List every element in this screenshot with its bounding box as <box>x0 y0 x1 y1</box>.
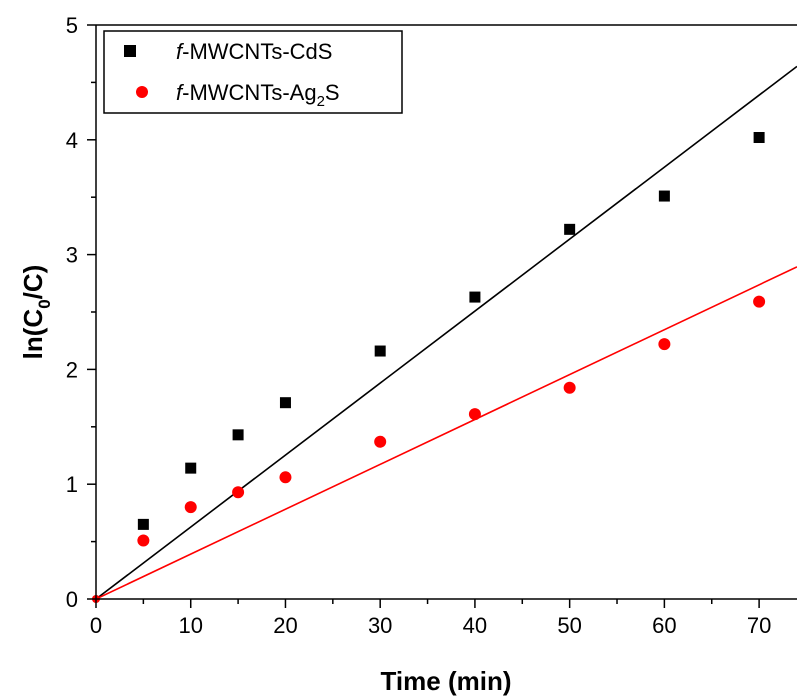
x-tick-label: 30 <box>368 613 392 638</box>
data-point-series-1 <box>468 408 481 421</box>
legend-box <box>103 30 403 114</box>
y-tick-label: 3 <box>66 243 78 268</box>
data-point-series-0 <box>232 429 244 441</box>
x-tick-label: 50 <box>557 613 581 638</box>
fit-line-series-1 <box>96 266 797 599</box>
data-point-series-1 <box>374 435 387 448</box>
data-point-series-1 <box>563 381 576 394</box>
data-point-series-1 <box>232 486 245 499</box>
data-point-series-0 <box>137 518 149 530</box>
data-point-series-1 <box>658 338 671 351</box>
data-point-series-1 <box>137 534 150 547</box>
data-point-series-1 <box>279 471 292 484</box>
x-tick-label: 0 <box>90 613 102 638</box>
data-point-series-0 <box>185 462 197 474</box>
y-tick-label: 0 <box>66 587 78 612</box>
x-axis-title: Time (min) <box>381 666 512 696</box>
data-point-series-1 <box>753 295 766 308</box>
fit-line-series-0 <box>96 65 797 599</box>
x-tick-label: 40 <box>463 613 487 638</box>
legend-marker-cds <box>124 45 136 57</box>
y-tick-label: 1 <box>66 472 78 497</box>
data-point-series-0 <box>564 223 576 235</box>
data-point-series-0 <box>658 190 670 202</box>
legend: f-MWCNTs-CdS f-MWCNTs-Ag2S <box>103 30 403 114</box>
y-tick-label: 2 <box>66 357 78 382</box>
legend-label-ag2s: f-MWCNTs-Ag2S <box>176 80 340 110</box>
data-point-series-0 <box>753 132 765 144</box>
y-tick-label: 5 <box>66 13 78 38</box>
data-point-series-0 <box>374 345 386 357</box>
x-tick-label: 20 <box>273 613 297 638</box>
plot-area <box>92 65 797 603</box>
legend-label-cds: f-MWCNTs-CdS <box>176 39 332 64</box>
legend-marker-ag2s <box>136 86 148 98</box>
data-point-series-0 <box>469 291 481 303</box>
y-tick-label: 4 <box>66 128 78 153</box>
x-tick-label: 10 <box>178 613 202 638</box>
x-tick-label: 60 <box>652 613 676 638</box>
y-axis-title: ln(C0/C) <box>18 265 54 360</box>
x-tick-label: 70 <box>747 613 771 638</box>
data-point-series-0 <box>279 397 291 409</box>
data-point-series-1 <box>184 501 197 514</box>
axes: 0 10 20 30 40 50 60 70 0 1 2 3 4 5 <box>66 13 797 638</box>
